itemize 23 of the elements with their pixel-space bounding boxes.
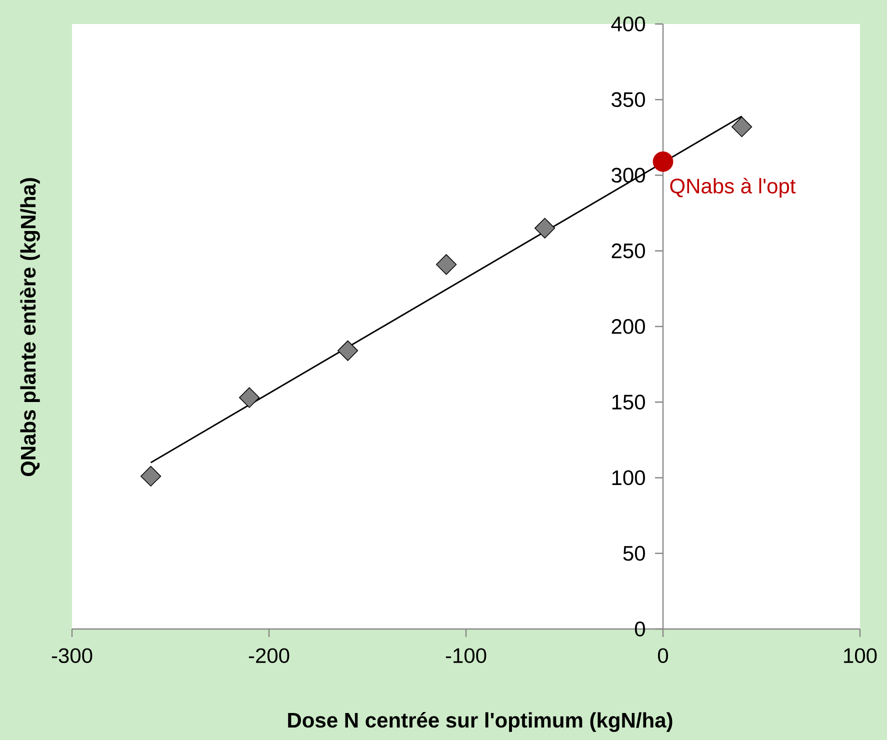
y-tick-label: 50	[623, 546, 645, 561]
x-tick-label: 100	[844, 648, 877, 664]
x-tick-label: -200	[248, 648, 290, 664]
y-tick-label: 250	[612, 243, 645, 258]
point	[239, 387, 260, 408]
y-tick-label: 350	[612, 92, 645, 108]
y-tick-label: 200	[612, 319, 645, 334]
series-label: QNabs à l'opt	[670, 178, 796, 198]
x-axis-title: Dose N centrée sur l'optimum (kgN/ha)	[288, 712, 672, 732]
point	[140, 466, 162, 487]
point	[534, 218, 556, 238]
x-tick-label: -300	[52, 648, 92, 664]
point	[436, 254, 457, 275]
x-tick-label: 0	[658, 648, 668, 664]
x-tick-label: -100	[446, 648, 486, 664]
y-axis-title: QNabs plante entière (kgN/ha)	[20, 178, 40, 476]
point	[338, 340, 358, 361]
point	[652, 151, 674, 172]
y-tick-label: 150	[612, 394, 645, 410]
y-tick-label: 100	[612, 470, 645, 486]
point	[732, 116, 752, 138]
y-tick-label: 0	[634, 622, 645, 636]
y-tick-label: 400	[611, 16, 645, 32]
